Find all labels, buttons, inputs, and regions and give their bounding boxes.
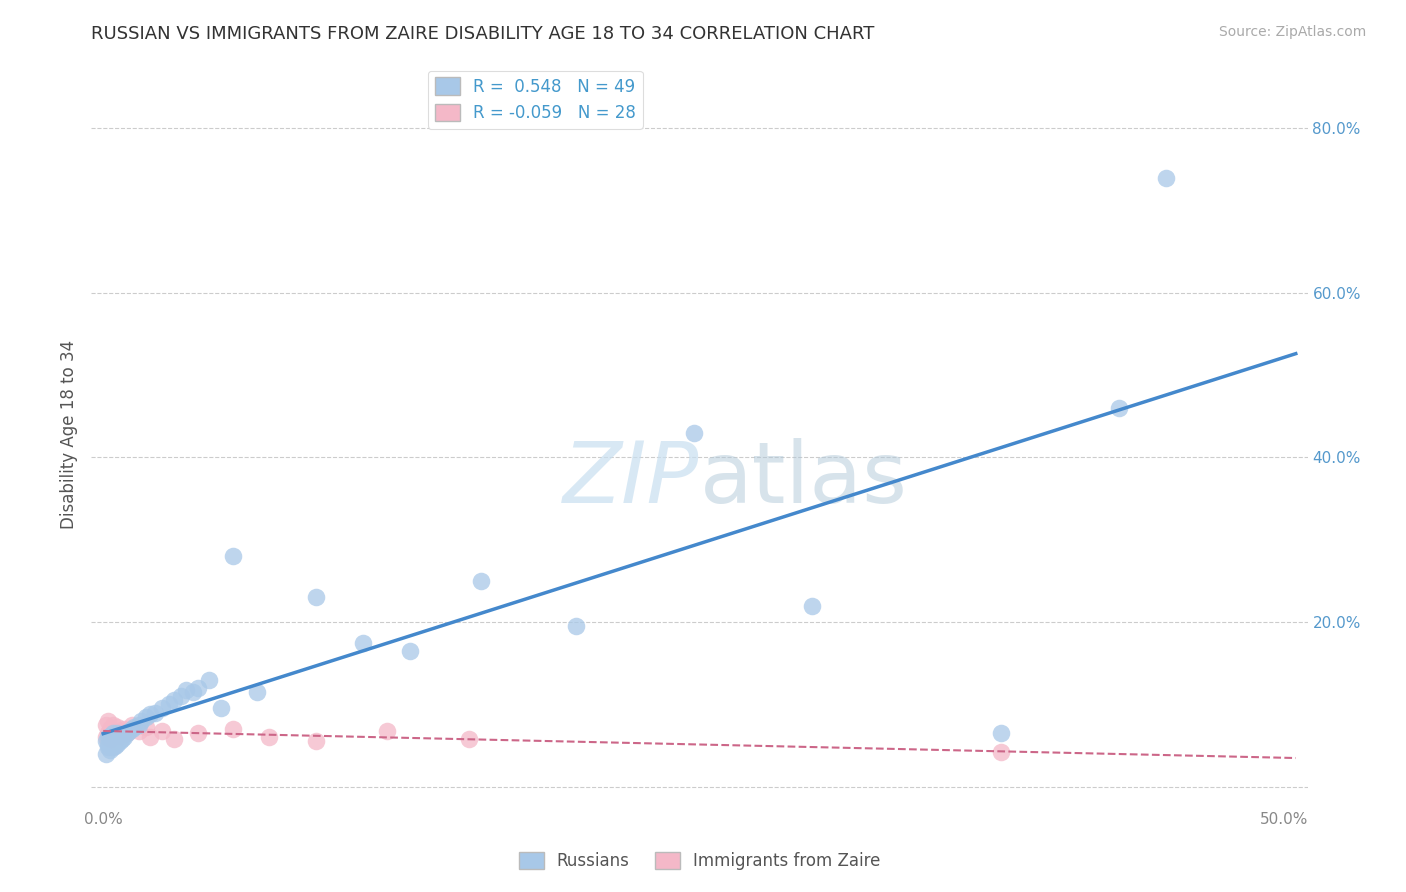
Point	[470, 574, 492, 588]
Point	[150, 723, 173, 738]
Point	[128, 723, 150, 738]
Point	[170, 689, 193, 703]
Point	[198, 673, 221, 687]
Point	[352, 635, 374, 649]
Point	[458, 731, 481, 746]
Point	[104, 723, 127, 738]
Point	[97, 740, 120, 755]
Point	[157, 698, 180, 712]
Point	[128, 718, 150, 732]
Point	[104, 734, 127, 748]
Point	[97, 726, 120, 740]
Point	[98, 731, 121, 746]
Point	[1154, 170, 1177, 185]
Point	[375, 723, 398, 738]
Point	[114, 731, 136, 745]
Point	[990, 745, 1012, 759]
Point	[174, 682, 197, 697]
Point	[104, 731, 127, 745]
Point	[139, 707, 162, 722]
Point	[246, 685, 269, 699]
Text: atlas: atlas	[699, 438, 907, 521]
Point	[187, 726, 209, 740]
Point	[114, 722, 136, 736]
Legend: Russians, Immigrants from Zaire: Russians, Immigrants from Zaire	[512, 846, 887, 877]
Point	[108, 731, 131, 745]
Point	[129, 714, 152, 728]
Point	[104, 739, 127, 753]
Point	[305, 734, 328, 748]
Point	[150, 701, 173, 715]
Point	[209, 701, 232, 715]
Point	[399, 644, 422, 658]
Point	[122, 721, 145, 735]
Point	[108, 734, 131, 748]
Point	[101, 740, 124, 755]
Point	[105, 737, 128, 751]
Point	[139, 731, 162, 745]
Point	[101, 726, 124, 740]
Point	[800, 599, 823, 613]
Point	[305, 591, 328, 605]
Point	[94, 747, 117, 761]
Point	[135, 710, 157, 724]
Point	[118, 723, 141, 738]
Point	[105, 721, 128, 735]
Point	[187, 681, 209, 695]
Point	[98, 722, 121, 736]
Point	[111, 731, 134, 746]
Point	[101, 718, 124, 732]
Point	[98, 729, 121, 743]
Point	[135, 721, 157, 735]
Point	[94, 731, 117, 745]
Point	[121, 718, 143, 732]
Point	[115, 726, 138, 740]
Point	[222, 722, 245, 736]
Point	[121, 722, 143, 736]
Point	[143, 706, 166, 720]
Y-axis label: Disability Age 18 to 34: Disability Age 18 to 34	[60, 340, 79, 530]
Point	[105, 726, 128, 740]
Point	[163, 731, 186, 746]
Point	[115, 726, 138, 740]
Point	[1108, 401, 1130, 416]
Point	[181, 685, 204, 699]
Point	[111, 729, 134, 743]
Point	[564, 619, 586, 633]
Point	[257, 731, 280, 745]
Point	[108, 723, 131, 738]
Point	[101, 734, 124, 748]
Point	[222, 549, 245, 564]
Point	[163, 693, 186, 707]
Point	[990, 726, 1012, 740]
Point	[97, 737, 120, 751]
Point	[101, 729, 124, 743]
Point	[682, 425, 704, 440]
Point	[94, 734, 117, 748]
Point	[98, 734, 121, 748]
Point	[97, 731, 120, 745]
Point	[97, 714, 120, 728]
Point	[94, 718, 117, 732]
Text: Source: ZipAtlas.com: Source: ZipAtlas.com	[1219, 25, 1367, 39]
Text: ZIP: ZIP	[564, 438, 699, 521]
Point	[98, 743, 121, 757]
Text: RUSSIAN VS IMMIGRANTS FROM ZAIRE DISABILITY AGE 18 TO 34 CORRELATION CHART: RUSSIAN VS IMMIGRANTS FROM ZAIRE DISABIL…	[91, 25, 875, 43]
